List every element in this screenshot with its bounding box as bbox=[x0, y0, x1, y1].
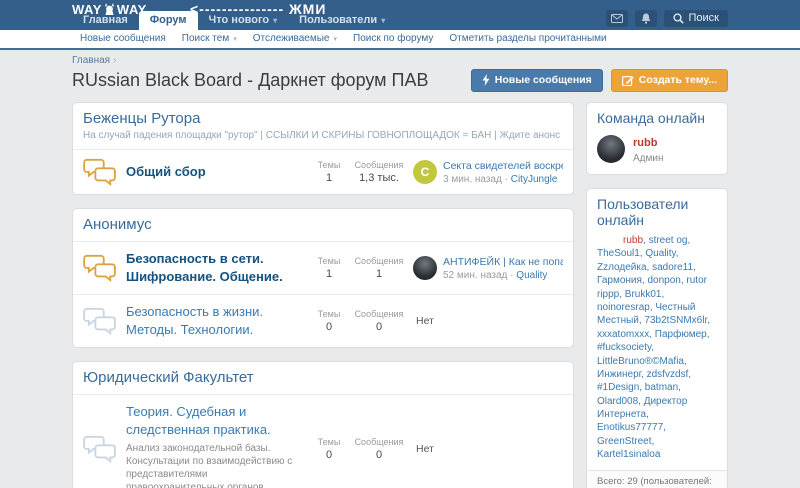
alerts-button[interactable] bbox=[634, 10, 657, 27]
edit-pencil-icon bbox=[621, 76, 634, 86]
chevron-down-icon: ▾ bbox=[233, 35, 237, 43]
tab-home[interactable]: Главная bbox=[83, 14, 128, 26]
search-button[interactable]: Поиск bbox=[663, 10, 728, 27]
category-title[interactable]: Юридический Факультет bbox=[83, 369, 254, 386]
chat-bubbles-read-icon bbox=[83, 435, 116, 463]
staff-member: rubb Админ bbox=[587, 132, 727, 174]
latest-user-link[interactable]: Quality bbox=[516, 269, 548, 281]
latest-thread-link[interactable]: Секта свидетелей воскрешения ... bbox=[443, 159, 563, 172]
user-link[interactable]: rubb bbox=[623, 235, 644, 246]
avatar[interactable] bbox=[413, 256, 437, 280]
category-anonymous: Анонимус Безопасность в сети. Шифрование… bbox=[72, 208, 574, 348]
latest-post-none: Нет bbox=[416, 315, 434, 327]
breadcrumb-separator: › bbox=[113, 55, 117, 66]
forum-link[interactable]: Безопасность в сети. Шифрование. Общение… bbox=[126, 251, 283, 284]
logo-text-left: WAY bbox=[72, 2, 102, 17]
category-law: Юридический Факультет Теория. Судебная и… bbox=[72, 361, 574, 488]
forum-stats: Темы 1 Сообщения 1 bbox=[317, 256, 404, 280]
breadcrumb: Главная › bbox=[72, 55, 728, 66]
forum-stats: Темы 1 Сообщения 1,3 тыс. bbox=[317, 160, 404, 184]
staff-role: Админ bbox=[633, 153, 664, 164]
lightning-icon bbox=[482, 74, 490, 86]
create-thread-button[interactable]: Создать тему... bbox=[610, 69, 728, 92]
category-title[interactable]: Анонимус bbox=[83, 216, 152, 233]
sidebar: Команда онлайн rubb Админ Пользователи о… bbox=[586, 102, 728, 488]
tab-forum[interactable]: Форум bbox=[138, 11, 198, 30]
mascot-icon bbox=[104, 3, 114, 15]
header: WAY WAY <--------------- ЖМИ Главная Фор… bbox=[0, 0, 800, 30]
search-label: Поиск bbox=[688, 12, 719, 24]
forum-link[interactable]: Теория. Судебная и следственная практика… bbox=[126, 404, 271, 437]
messages-button[interactable] bbox=[605, 10, 628, 27]
users-online-total: Всего: 29 (пользователей: 28, гостей: 1) bbox=[587, 469, 727, 488]
envelope-icon bbox=[610, 14, 623, 23]
forum-link[interactable]: Безопасность в жизни. Методы. Технологии… bbox=[126, 304, 264, 337]
chevron-down-icon: ▾ bbox=[381, 15, 386, 25]
latest-user-link[interactable]: CityJungle bbox=[510, 173, 558, 185]
header-banner-text: <--------------- ЖМИ bbox=[190, 1, 327, 17]
block-title: Команда онлайн bbox=[597, 110, 705, 126]
sub-nav: Новые сообщения Поиск тем ▾ Отслеживаемые… bbox=[0, 30, 800, 50]
latest-thread-link[interactable]: АНТИФЕЙК | Как не попасться на... bbox=[443, 255, 563, 268]
staff-user-link[interactable]: rubb bbox=[633, 137, 658, 149]
avatar[interactable]: C bbox=[413, 160, 437, 184]
chat-bubbles-unread-icon bbox=[83, 254, 116, 282]
forum-stats: Темы 0 Сообщения 0 bbox=[317, 436, 404, 461]
breadcrumb-home[interactable]: Главная bbox=[72, 55, 111, 66]
tab-whats-new[interactable]: Что нового ▾ bbox=[208, 14, 278, 26]
forum-link[interactable]: Общий сбор bbox=[126, 164, 206, 179]
chat-bubbles-read-icon bbox=[83, 307, 116, 335]
new-posts-button[interactable]: Новые сообщения bbox=[470, 69, 603, 92]
users-online-list: rubb, street og, TheSoul1, Quality, Zzло… bbox=[597, 235, 711, 461]
forum-row: Общий сбор Темы 1 Сообщения 1,3 тыс. C Сек… bbox=[73, 149, 573, 194]
latest-post-none: Нет bbox=[416, 442, 434, 455]
page-title: RUssian Black Board - Даркнет форум ПАВ bbox=[72, 70, 429, 90]
forum-row: Безопасность в жизни. Методы. Технологии… bbox=[73, 294, 573, 347]
main-nav: Главная Форум Что нового ▾ Пользователи ▾ bbox=[72, 11, 396, 30]
forum-list: Беженцы Рутора На случай падения площадк… bbox=[72, 102, 574, 488]
subnav-watched[interactable]: Отслеживаемые ▾ bbox=[252, 33, 337, 44]
forum-stats: Темы 0 Сообщения 0 bbox=[317, 309, 404, 333]
chat-bubbles-unread-icon bbox=[83, 158, 116, 186]
latest-post: АНТИФЕЙК | Как не попасться на... 52 мин… bbox=[413, 256, 563, 281]
subnav-search-threads[interactable]: Поиск тем ▾ bbox=[181, 33, 237, 44]
search-icon bbox=[672, 12, 684, 24]
subnav-search-forum[interactable]: Поиск по форуму bbox=[353, 33, 434, 44]
subnav-mark-read[interactable]: Отметить разделы прочитанными bbox=[449, 33, 607, 44]
staff-online-block: Команда онлайн rubb Админ bbox=[586, 102, 728, 175]
tab-members[interactable]: Пользователи ▾ bbox=[299, 14, 386, 26]
forum-row: Теория. Судебная и следственная практика… bbox=[73, 394, 573, 488]
category-description: На случай падения площадки "рутор" | ССЫ… bbox=[83, 130, 561, 141]
forum-row: Безопасность в сети. Шифрование. Общение… bbox=[73, 241, 573, 294]
forum-description: Анализ законодательной базы. Консультаци… bbox=[126, 443, 293, 488]
latest-post: C Секта свидетелей воскрешения ... 3 мин… bbox=[413, 160, 563, 185]
block-title: Пользователи онлайн bbox=[597, 196, 689, 228]
bell-icon bbox=[641, 13, 651, 24]
category-refugees: Беженцы Рутора На случай падения площадк… bbox=[72, 102, 574, 195]
users-online-block: Пользователи онлайн rubb, street og, The… bbox=[586, 188, 728, 488]
subnav-new-posts[interactable]: Новые сообщения bbox=[80, 33, 166, 44]
chevron-down-icon: ▾ bbox=[273, 15, 278, 25]
chevron-down-icon: ▾ bbox=[333, 35, 337, 43]
category-title[interactable]: Беженцы Рутора bbox=[83, 110, 201, 127]
avatar[interactable] bbox=[597, 134, 625, 163]
